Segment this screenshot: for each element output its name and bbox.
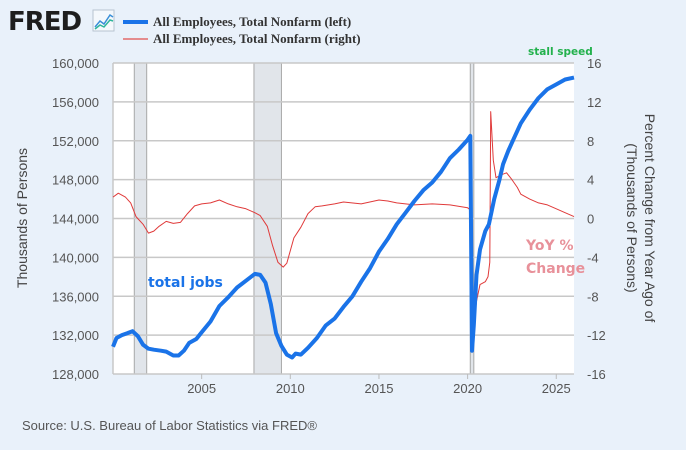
y-left-tick-label: 140,000 bbox=[52, 250, 99, 265]
y-left-tick-label: 160,000 bbox=[52, 56, 99, 71]
legend-label-right: All Employees, Total Nonfarm (right) bbox=[153, 31, 361, 46]
header: FRED All Employees, Total Nonfarm (left)… bbox=[8, 7, 361, 46]
y-right-tick-label: 16 bbox=[587, 56, 601, 71]
y-axis-right: -16 -12 -8 -4 0 4 8 12 16 bbox=[587, 56, 606, 382]
y-left-tick-label: 136,000 bbox=[52, 289, 99, 304]
y-axis-right-title-line2: (Thousands of Persons) bbox=[624, 143, 640, 292]
series-lines bbox=[111, 75, 575, 360]
y-right-tick-label: 4 bbox=[587, 173, 594, 188]
y-right-tick-label: -12 bbox=[587, 328, 606, 343]
y-right-tick-label: -4 bbox=[587, 250, 599, 265]
y-left-tick-label: 156,000 bbox=[52, 95, 99, 110]
legend-label-left: All Employees, Total Nonfarm (left) bbox=[153, 14, 351, 29]
x-axis: 2005 2010 2015 2020 2025 bbox=[187, 374, 571, 396]
annotation-total-jobs: total jobs bbox=[148, 275, 223, 291]
y-axis-right-title-line1: Percent Change from Year Ago of bbox=[642, 114, 658, 323]
y-right-tick-label: -8 bbox=[587, 289, 599, 304]
y-left-tick-label: 152,000 bbox=[52, 134, 99, 149]
annotation-change: Change bbox=[526, 261, 585, 277]
y-left-tick-label: 132,000 bbox=[52, 328, 99, 343]
y-axis-left-title: Thousands of Persons bbox=[14, 148, 30, 288]
y-left-tick-label: 128,000 bbox=[52, 367, 99, 382]
y-left-tick-label: 144,000 bbox=[52, 212, 99, 227]
gridlines bbox=[112, 62, 574, 375]
fred-logo: FRED bbox=[8, 7, 82, 37]
chart-trend-icon bbox=[92, 9, 115, 32]
x-tick-label: 2015 bbox=[365, 381, 394, 396]
y-left-tick-label: 148,000 bbox=[52, 173, 99, 188]
source-note: Source: U.S. Bureau of Labor Statistics … bbox=[22, 418, 317, 433]
x-tick-label: 2020 bbox=[453, 381, 482, 396]
series-line-total-jobs bbox=[111, 75, 575, 360]
x-tick-label: 2025 bbox=[542, 381, 571, 396]
annotation-stall-speed: stall speed bbox=[528, 46, 593, 58]
annotation-yoy: YoY % bbox=[525, 238, 574, 254]
x-tick-label: 2010 bbox=[276, 381, 305, 396]
y-right-tick-label: 8 bbox=[587, 134, 594, 149]
y-right-tick-label: -16 bbox=[587, 367, 606, 382]
y-right-tick-label: 0 bbox=[587, 212, 594, 227]
y-right-tick-label: 12 bbox=[587, 95, 601, 110]
x-tick-label: 2005 bbox=[187, 381, 216, 396]
y-axis-left: 128,000 132,000 136,000 140,000 144,000 148,0… bbox=[52, 56, 99, 382]
